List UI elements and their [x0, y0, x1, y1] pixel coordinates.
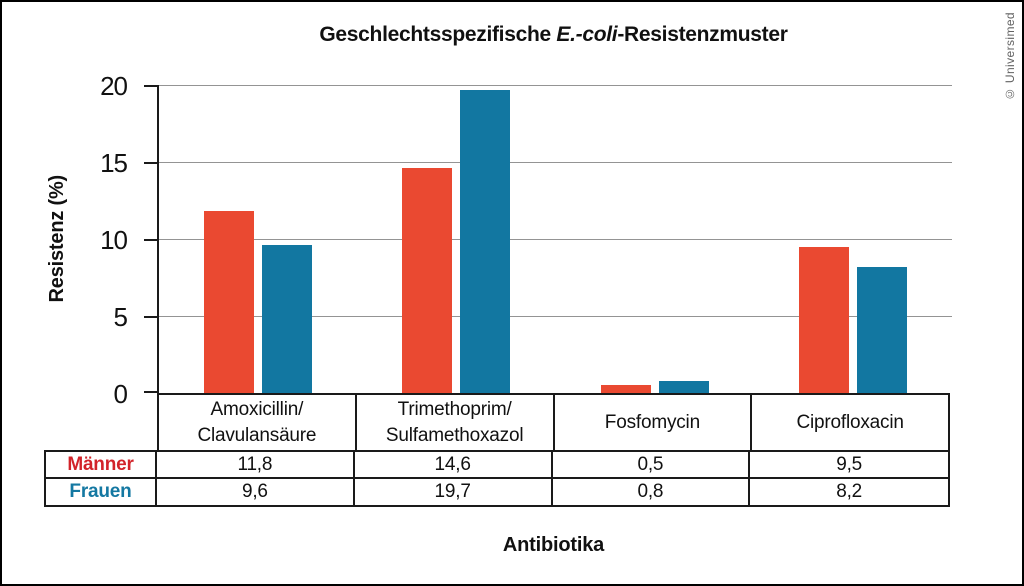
x-axis-label: Antibiotika [502, 534, 605, 556]
value-cell-frauen-2: 0,8 [553, 479, 751, 505]
bar-frauen-0 [262, 245, 313, 393]
gridline-5 [159, 315, 952, 317]
value-cell-frauen-1: 19,7 [355, 479, 553, 505]
bar-männer-1 [402, 168, 453, 393]
y-tick-label-0: 0 [113, 379, 128, 409]
category-header-2: Fosfomycin [555, 395, 753, 450]
value-cell-männer-2: 0,5 [552, 452, 751, 479]
y-tick-label-20: 20 [100, 71, 128, 101]
bar-frauen-3 [856, 266, 907, 393]
value-cell-frauen-0: 9,6 [157, 479, 355, 505]
y-axis-label-wrap: Resistenz (%) [42, 85, 72, 393]
chart-title: Geschlechtsspezifische E.-coli-Resistenz… [157, 23, 950, 47]
series-label-frauen: Frauen [46, 479, 157, 505]
y-tick-20 [144, 85, 158, 87]
gridline-20 [159, 84, 952, 86]
y-tick-0 [144, 391, 158, 393]
category-header-3: Ciprofloxacin [796, 411, 904, 433]
value-cell-männer-0: 11,8 [157, 452, 355, 479]
series-label-männer: Männer [46, 452, 157, 479]
y-tick-15 [144, 162, 158, 164]
bar-männer-0 [204, 211, 255, 393]
data-table-header-row: Amoxicillin/ Clavulansäure Trimethoprim/ … [157, 393, 950, 450]
chart-title-prefix: Geschlechtsspezifische [319, 23, 557, 46]
data-table-body: Männer 11,8 14,6 0,5 9,5 Frauen 9,6 19,7 0,8 8,2 [44, 450, 950, 507]
chart-title-suffix: -Resistenzmuster [617, 23, 788, 46]
value-cell-frauen-3: 8,2 [836, 481, 863, 502]
category-header-0: Amoxicillin/ Clavulansäure [159, 395, 357, 450]
gridline-10 [159, 238, 952, 240]
y-tick-label-5: 5 [113, 302, 128, 332]
bar-frauen-2 [658, 380, 709, 393]
y-tick-label-10: 10 [100, 225, 128, 255]
bar-frauen-1 [460, 89, 511, 393]
category-header-1: Trimethoprim/ Sulfamethoxazol [357, 395, 555, 450]
value-cell-männer-3: 9,5 [750, 452, 948, 479]
gridline-15 [159, 161, 952, 163]
y-tick-label-15: 15 [100, 148, 128, 178]
y-tick-10 [144, 239, 158, 241]
plot-area: 0 5 10 15 20 [100, 73, 952, 407]
bar-männer-3 [798, 246, 849, 393]
y-axis-label: Resistenz (%) [45, 175, 68, 303]
chart-title-italic: E.-coli [556, 23, 618, 46]
y-tick-5 [144, 316, 158, 318]
value-cell-männer-1: 14,6 [354, 452, 553, 479]
copyright-credit: © Universimed [1003, 12, 1017, 102]
bar-männer-2 [600, 385, 651, 393]
